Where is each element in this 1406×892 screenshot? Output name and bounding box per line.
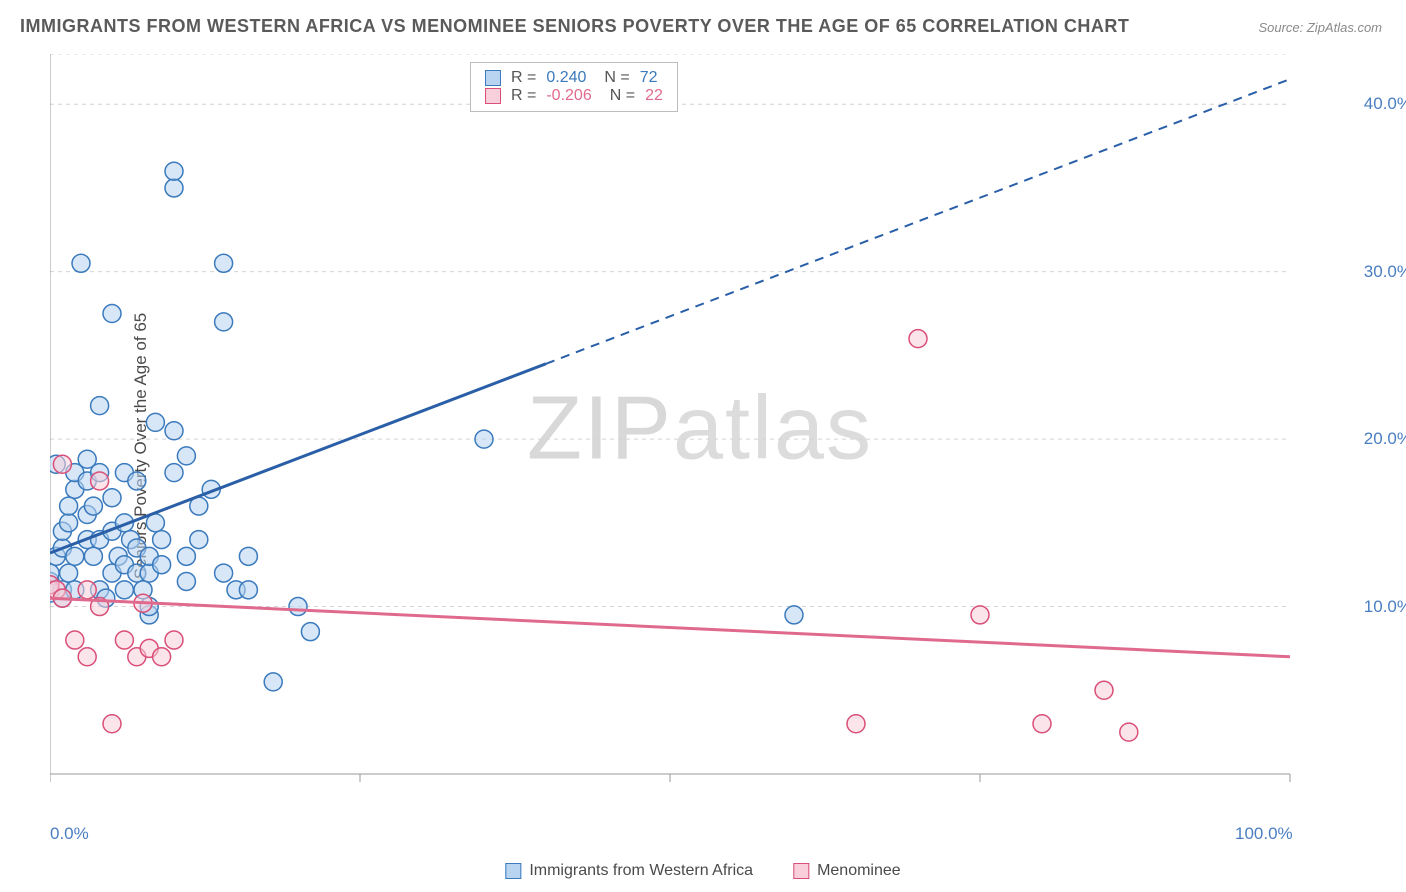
correlation-row-2: R = -0.206 N = 22 bbox=[485, 87, 663, 105]
x-tick-label: 0.0% bbox=[50, 824, 89, 844]
n-label: N = bbox=[604, 69, 629, 87]
legend-swatch-pink bbox=[485, 88, 501, 104]
correlation-legend: R = 0.240 N = 72 R = -0.206 N = 22 bbox=[470, 62, 678, 112]
chart-area: ZIPatlas R = 0.240 N = 72 R = -0.206 N =… bbox=[50, 54, 1350, 814]
legend-label-2: Menominee bbox=[817, 862, 901, 880]
n-value-series1: 72 bbox=[640, 69, 658, 87]
legend-swatch-pink bbox=[793, 863, 809, 879]
r-value-series2: -0.206 bbox=[546, 87, 591, 105]
r-label: R = bbox=[511, 87, 536, 105]
y-tick-label: 30.0% bbox=[1364, 262, 1406, 282]
legend-item-2: Menominee bbox=[793, 862, 901, 880]
x-tick-label: 100.0% bbox=[1235, 824, 1293, 844]
legend-swatch-blue bbox=[505, 863, 521, 879]
n-value-series2: 22 bbox=[645, 87, 663, 105]
y-tick-label: 40.0% bbox=[1364, 94, 1406, 114]
correlation-row-1: R = 0.240 N = 72 bbox=[485, 69, 663, 87]
legend-swatch-blue bbox=[485, 70, 501, 86]
chart-title: IMMIGRANTS FROM WESTERN AFRICA VS MENOMI… bbox=[20, 16, 1129, 37]
bottom-legend: Immigrants from Western Africa Menominee bbox=[505, 862, 900, 880]
y-tick-label: 20.0% bbox=[1364, 429, 1406, 449]
y-tick-label: 10.0% bbox=[1364, 597, 1406, 617]
scatter-plot bbox=[50, 54, 1350, 814]
source-attribution: Source: ZipAtlas.com bbox=[1258, 20, 1382, 35]
legend-item-1: Immigrants from Western Africa bbox=[505, 862, 753, 880]
r-label: R = bbox=[511, 69, 536, 87]
r-value-series1: 0.240 bbox=[546, 69, 586, 87]
legend-label-1: Immigrants from Western Africa bbox=[529, 862, 753, 880]
n-label: N = bbox=[610, 87, 635, 105]
